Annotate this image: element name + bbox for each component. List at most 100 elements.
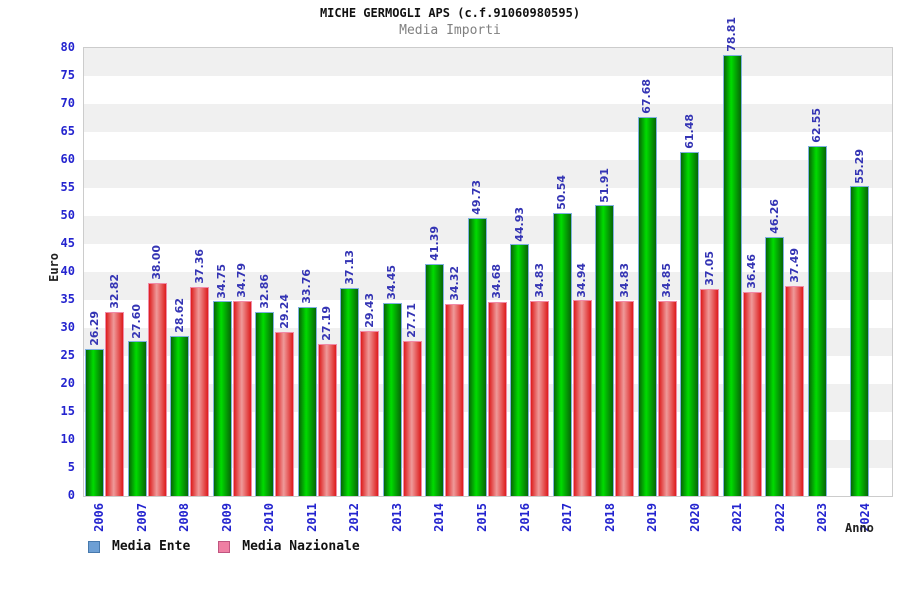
media-nazionale-bar-2012 (360, 331, 380, 496)
media-nazionale-bar-2022 (785, 286, 805, 496)
bar-value-label: 62.55 (810, 107, 824, 143)
grid-band (84, 188, 892, 216)
media-nazionale-bar-2013 (402, 340, 422, 496)
y-tick-label: 40 (60, 264, 75, 278)
media-nazionale-bar-2016 (530, 300, 550, 496)
media-ente-bar-2017 (552, 212, 572, 496)
media-nazionale-bar-2009 (232, 301, 252, 496)
legend-label: Media Ente (112, 539, 191, 554)
media-nazionale-bar-2014 (445, 303, 465, 496)
legend-item-media-ente: Media Ente (88, 539, 190, 554)
bar-value-label: 44.93 (512, 206, 526, 242)
media-nazionale-bar-2011 (317, 343, 337, 496)
y-tick-label: 65 (60, 124, 75, 138)
x-tick-label-2009: 2009 (219, 503, 234, 532)
bar-value-label: 28.62 (172, 297, 186, 333)
y-tick-label: 25 (60, 348, 75, 362)
bar-value-label: 37.49 (787, 248, 801, 284)
media-nazionale-swatch-icon (218, 540, 231, 553)
x-tick-label-2016: 2016 (517, 503, 532, 532)
x-tick-label-2010: 2010 (262, 503, 277, 532)
media-nazionale-bar-2010 (275, 332, 295, 496)
bar-value-label: 38.00 (150, 245, 164, 281)
bar-value-label: 27.19 (320, 305, 334, 341)
y-tick-label: 55 (60, 180, 75, 194)
bar-value-label: 55.29 (852, 148, 866, 184)
bar-value-label: 46.26 (767, 199, 781, 234)
x-tick-label-2011: 2011 (304, 503, 319, 532)
bar-value-label: 29.24 (277, 294, 291, 330)
media-nazionale-bar-2008 (190, 286, 210, 496)
bar-value-label: 34.83 (617, 263, 631, 298)
bar-value-label: 37.05 (702, 250, 716, 286)
bar-value-label: 49.73 (470, 179, 484, 215)
media-nazionale-bar-2018 (615, 300, 635, 496)
media-ente-bar-2019 (637, 117, 657, 496)
x-tick-label-2021: 2021 (730, 503, 745, 532)
bar-value-label: 32.82 (107, 274, 121, 310)
x-tick-label-2013: 2013 (389, 503, 404, 532)
grid-band (84, 132, 892, 160)
media-nazionale-bar-2007 (147, 283, 167, 496)
media-ente-bar-2007 (127, 341, 147, 496)
bar-value-label: 34.68 (490, 264, 504, 299)
bar-value-label: 37.36 (192, 249, 206, 284)
media-nazionale-bar-2015 (487, 301, 507, 496)
bar-value-label: 26.29 (87, 310, 101, 346)
bar-value-label: 27.60 (130, 303, 144, 339)
x-tick-label-2014: 2014 (432, 503, 447, 532)
grid-band (84, 160, 892, 188)
media-nazionale-bar-2017 (572, 300, 592, 496)
legend-label: Media Nazionale (242, 539, 360, 554)
y-tick-label: 5 (67, 460, 75, 474)
media-ente-bar-2020 (680, 151, 700, 496)
x-tick-label-2015: 2015 (475, 503, 489, 532)
y-tick-label: 60 (60, 152, 75, 166)
bar-value-label: 67.68 (640, 79, 654, 114)
media-nazionale-bar-2019 (657, 300, 677, 496)
media-ente-bar-2013 (382, 303, 402, 496)
media-ente-bar-2021 (722, 54, 742, 496)
y-tick-label: 10 (60, 432, 75, 446)
x-tick-label-2017: 2017 (560, 503, 575, 532)
media-ente-bar-2023 (807, 145, 827, 496)
x-tick-label-2022: 2022 (772, 503, 787, 532)
bar-value-label: 51.91 (597, 167, 611, 203)
bar-value-label: 61.48 (682, 113, 696, 149)
bar-value-label: 78.81 (725, 16, 739, 52)
x-tick-label-2008: 2008 (177, 503, 192, 532)
bar-value-label: 27.71 (405, 303, 419, 338)
x-tick-label-2020: 2020 (687, 503, 702, 532)
media-ente-bar-2018 (595, 205, 615, 496)
media-ente-bar-2024 (850, 186, 870, 496)
grid-band (84, 104, 892, 132)
media-ente-swatch-icon (88, 540, 100, 553)
legend: Media Ente Media Nazionale (88, 539, 360, 554)
bar-value-label: 32.86 (257, 274, 271, 309)
bar-value-label: 34.85 (660, 263, 674, 298)
x-tick-label-2007: 2007 (134, 503, 149, 532)
x-tick-label-2019: 2019 (645, 503, 660, 532)
media-ente-bar-2016 (510, 244, 530, 496)
media-ente-bar-2014 (425, 264, 445, 496)
chart-title: MICHE GERMOGLI APS (c.f.91060980595) (319, 6, 581, 20)
y-tick-label: 15 (60, 404, 75, 418)
bar-value-label: 34.32 (447, 266, 461, 301)
media-ente-bar-2012 (340, 288, 360, 496)
y-tick-label: 20 (60, 376, 75, 390)
grid-band (84, 216, 892, 244)
media-ente-bar-2010 (255, 311, 275, 496)
media-ente-bar-2011 (297, 306, 317, 496)
media-ente-bar-2009 (212, 301, 232, 496)
bar-value-label: 50.54 (555, 175, 569, 210)
y-tick-label: 80 (60, 40, 75, 54)
y-tick-label: 75 (60, 68, 75, 82)
legend-item-media-nazionale: Media Nazionale (218, 539, 360, 554)
plot-area: 26.29 32.82 27.60 38.00 28.62 37.36 34.75 34.79… (83, 17, 893, 497)
x-axis-title: Anno (845, 521, 874, 535)
media-ente-bar-2022 (765, 236, 785, 496)
bar-value-label: 36.46 (745, 254, 759, 289)
media-ente-bar-2008 (170, 335, 190, 496)
media-ente-bar-2015 (467, 217, 487, 496)
